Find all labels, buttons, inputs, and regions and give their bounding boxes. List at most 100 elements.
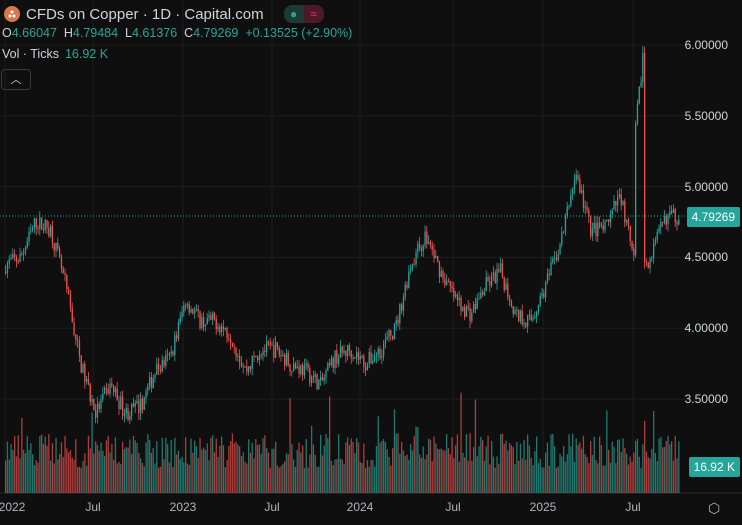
candle-body: [620, 194, 622, 205]
volume-bar: [343, 464, 345, 493]
candle-body: [170, 351, 172, 355]
volume-bar: [669, 444, 671, 493]
candle-body: [422, 245, 424, 251]
volume-bar: [420, 458, 423, 493]
candle-body: [667, 214, 669, 225]
market-status-pill[interactable]: ● ≈: [283, 5, 324, 23]
candle-body: [545, 282, 547, 298]
volume-bar: [15, 456, 18, 493]
candle-body: [208, 315, 210, 318]
candle-body: [206, 317, 208, 325]
volume-bar: [192, 452, 194, 493]
candle-body: [341, 346, 343, 353]
volume-bar: [640, 467, 642, 493]
volume-bar: [208, 460, 210, 493]
candle-body: [563, 231, 565, 233]
volume-bar: [649, 458, 651, 493]
candle-body: [267, 341, 270, 343]
candle-body: [438, 261, 441, 278]
candle-body: [188, 304, 190, 313]
candle-body: [204, 324, 207, 327]
candle-body: [482, 292, 484, 295]
volume-bar: [291, 444, 293, 493]
volume-bar: [530, 457, 532, 493]
candle-body: [14, 253, 16, 258]
candle-body: [71, 307, 73, 323]
volume-bar: [555, 467, 558, 493]
candle-body: [357, 352, 360, 360]
candle-body: [291, 371, 293, 373]
volume-bar: [568, 434, 570, 493]
volume-bar: [390, 465, 392, 493]
volume-bar: [172, 467, 174, 493]
candle-body: [215, 319, 217, 330]
candle-body: [572, 188, 574, 196]
volume-bar: [51, 443, 54, 493]
volume-bar: [584, 453, 586, 493]
candle-body: [98, 403, 100, 409]
candle-body: [167, 354, 169, 356]
volume-bar: [240, 455, 243, 493]
volume-bar: [352, 441, 354, 493]
volume-bar: [563, 445, 565, 493]
volume-bar: [428, 438, 430, 493]
volume-bar: [276, 465, 279, 493]
volume-bar: [258, 444, 261, 493]
candle-body: [334, 350, 336, 368]
candle-body: [638, 86, 640, 104]
candle-body: [91, 398, 93, 402]
volume-bar: [512, 447, 514, 493]
candle-body: [172, 351, 174, 356]
candle-body: [55, 242, 57, 251]
candle-body: [487, 277, 489, 282]
candle-body: [352, 357, 354, 359]
volume-bar: [105, 440, 108, 493]
volume-bar: [480, 436, 482, 493]
candle-body: [485, 277, 487, 291]
volume-bar: [406, 454, 408, 493]
volume-bar: [350, 438, 352, 493]
x-tick-label: 2025: [529, 500, 557, 514]
volume-bar: [77, 467, 79, 493]
candle-body: [411, 264, 414, 269]
volume-bar: [197, 457, 199, 493]
volume-bar: [5, 460, 7, 493]
candle-body: [266, 341, 268, 352]
candle-body: [235, 347, 237, 357]
settings-hexagon-icon[interactable]: ⬡: [708, 500, 721, 516]
volume-bar: [645, 451, 648, 493]
volume-bar: [539, 458, 541, 493]
symbol-title[interactable]: CFDs on Copper · 1D · Capital.com: [26, 5, 264, 23]
volume-bar: [478, 446, 480, 493]
candle-body: [428, 242, 430, 244]
candle-body: [489, 281, 491, 286]
candle-body: [514, 310, 516, 314]
y-tick-label: 6.00000: [684, 38, 728, 52]
volume-bar: [233, 443, 235, 493]
volume-bar: [660, 436, 662, 493]
volume-bar: [64, 435, 66, 493]
y-tick-label: 5.00000: [684, 179, 728, 194]
candle-body: [586, 206, 588, 211]
candle-body: [550, 262, 552, 275]
volume-bar: [134, 440, 136, 493]
volume-bar: [228, 446, 230, 493]
candle-body: [253, 355, 255, 357]
candle-body: [464, 306, 466, 317]
chevron-up-icon: ︿: [10, 74, 22, 86]
volume-bar: [217, 456, 219, 493]
collapse-legend-button[interactable]: ︿: [1, 69, 31, 90]
candle-body: [60, 256, 63, 269]
volume-bar: [579, 442, 581, 493]
candle-body: [503, 277, 505, 290]
candle-body: [343, 350, 345, 353]
volume-bar: [633, 452, 635, 493]
candle-body: [460, 297, 462, 312]
x-tick-label: Jul: [264, 500, 280, 514]
candle-body: [17, 261, 19, 263]
volume-bar: [395, 433, 397, 493]
candle-body: [629, 226, 631, 242]
volume-bar: [48, 434, 50, 493]
volume-bar: [8, 459, 10, 493]
